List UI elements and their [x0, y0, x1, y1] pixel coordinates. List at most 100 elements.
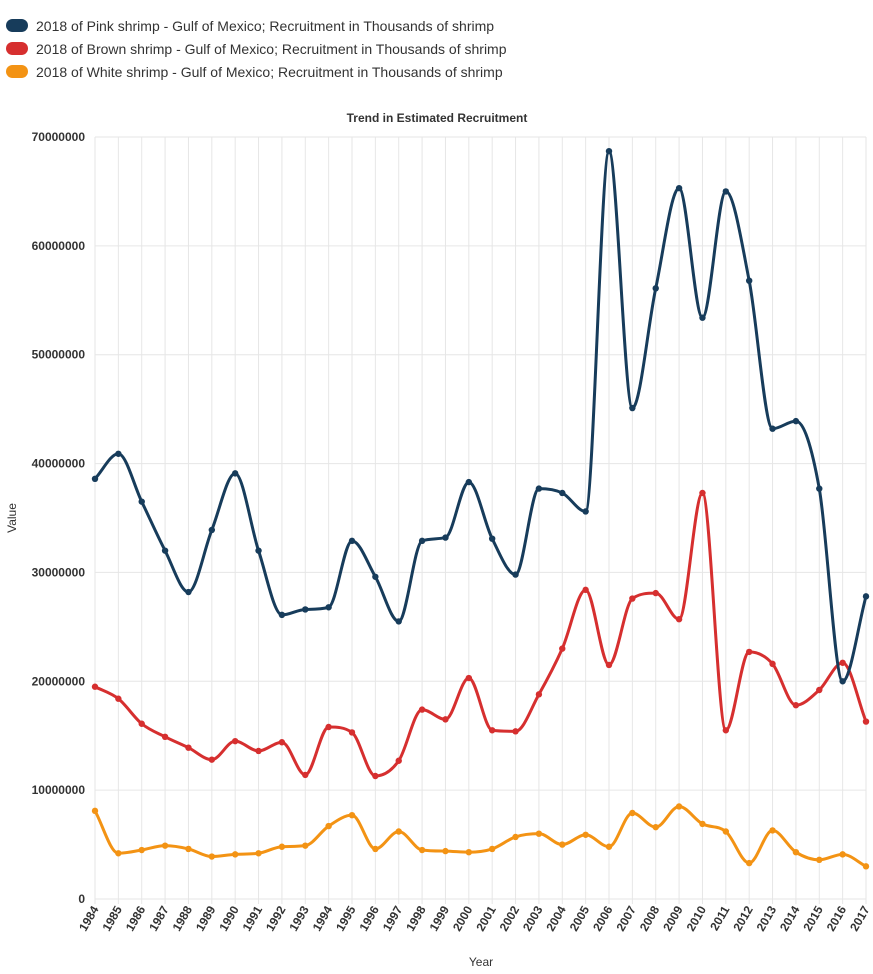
x-tick-label: 1994	[310, 903, 336, 933]
y-axis-ticks: 0 10000000 20000000 30000000 40000000 5000000…	[32, 130, 86, 906]
x-tick-label: 2003	[520, 903, 546, 933]
y-axis-title: Value	[5, 503, 19, 533]
data-point	[582, 508, 589, 515]
data-point	[348, 811, 356, 819]
data-point	[138, 498, 145, 505]
x-axis-ticks: 1984198519861987198819891990199119921993…	[76, 903, 873, 933]
x-tick-label: 2010	[684, 903, 710, 933]
x-tick-label: 2006	[590, 903, 616, 933]
data-point	[302, 771, 309, 779]
data-point	[629, 595, 636, 602]
data-point	[465, 848, 473, 856]
data-point	[488, 535, 496, 542]
y-tick-label: 60000000	[32, 239, 86, 253]
series-2	[91, 803, 870, 870]
data-point	[348, 537, 356, 545]
data-point	[512, 728, 519, 735]
data-point	[862, 593, 870, 600]
data-point	[138, 846, 145, 854]
data-point	[208, 756, 216, 763]
data-point	[325, 723, 332, 731]
data-point	[442, 847, 449, 855]
legend-swatch	[6, 42, 28, 55]
data-point	[745, 859, 753, 867]
x-tick-label: 1997	[380, 903, 406, 933]
data-point	[722, 828, 730, 835]
data-point	[278, 611, 286, 619]
legend-swatch	[6, 65, 28, 78]
data-point	[722, 188, 730, 195]
data-point	[208, 853, 216, 860]
data-point	[535, 485, 543, 492]
x-tick-label: 2007	[613, 903, 639, 933]
y-tick-label: 50000000	[32, 348, 86, 362]
data-point	[535, 691, 543, 698]
data-point	[862, 718, 870, 725]
chart-legend: 2018 of Pink shrimp - Gulf of Mexico; Re…	[6, 14, 507, 83]
x-tick-label: 1988	[170, 903, 196, 933]
y-tick-label: 20000000	[32, 674, 86, 688]
data-point	[512, 833, 519, 841]
x-tick-label: 1985	[99, 903, 125, 933]
data-point	[115, 695, 122, 702]
data-point	[185, 588, 192, 596]
data-point	[559, 841, 566, 848]
data-point	[605, 661, 613, 669]
data-point	[465, 478, 473, 486]
data-point	[465, 674, 473, 682]
data-point	[395, 757, 402, 764]
data-point	[652, 823, 659, 831]
data-point	[792, 417, 800, 425]
data-point	[115, 850, 122, 857]
x-tick-label: 2000	[450, 903, 476, 933]
x-tick-label: 1998	[403, 903, 429, 933]
data-point	[699, 314, 706, 321]
x-tick-label: 2005	[567, 903, 593, 933]
data-point	[231, 470, 239, 477]
data-point	[582, 586, 589, 594]
legend-item[interactable]: 2018 of Pink shrimp - Gulf of Mexico; Re…	[6, 14, 507, 37]
legend-label: 2018 of White shrimp - Gulf of Mexico; R…	[36, 63, 503, 80]
data-point	[91, 683, 99, 690]
x-tick-label: 2017	[847, 903, 873, 933]
data-point	[745, 277, 753, 284]
legend-item[interactable]: 2018 of Brown shrimp - Gulf of Mexico; R…	[6, 37, 507, 60]
data-point	[839, 678, 846, 685]
x-tick-label: 1984	[76, 903, 102, 933]
data-point	[675, 803, 683, 810]
x-tick-label: 2016	[824, 903, 850, 933]
data-point	[325, 604, 332, 611]
data-point	[559, 645, 566, 652]
data-point	[255, 747, 262, 755]
data-point	[302, 606, 309, 613]
data-point	[161, 733, 169, 741]
data-point	[488, 727, 496, 734]
data-point	[138, 720, 145, 727]
legend-label: 2018 of Brown shrimp - Gulf of Mexico; R…	[36, 40, 507, 57]
x-tick-label: 2009	[660, 903, 686, 933]
data-point	[161, 547, 169, 554]
data-point	[418, 537, 426, 545]
data-point	[442, 716, 449, 723]
data-point	[395, 618, 402, 625]
data-point	[769, 827, 776, 834]
data-point	[769, 660, 776, 668]
x-tick-label: 1990	[216, 903, 242, 933]
x-tick-label: 2001	[473, 903, 499, 933]
data-point	[862, 863, 870, 870]
x-tick-label: 1991	[240, 903, 266, 933]
data-point	[769, 425, 776, 432]
x-tick-label: 1993	[286, 903, 312, 933]
x-tick-label: 2011	[707, 903, 732, 933]
data-point	[208, 526, 216, 534]
x-tick-label: 1995	[333, 903, 359, 933]
series-layer	[91, 147, 870, 870]
data-point	[629, 809, 636, 817]
x-tick-label: 2013	[754, 903, 780, 933]
data-point	[535, 830, 543, 837]
legend-item[interactable]: 2018 of White shrimp - Gulf of Mexico; R…	[6, 60, 507, 83]
x-tick-label: 1996	[356, 903, 382, 933]
data-point	[372, 573, 379, 580]
y-tick-label: 70000000	[32, 130, 86, 144]
